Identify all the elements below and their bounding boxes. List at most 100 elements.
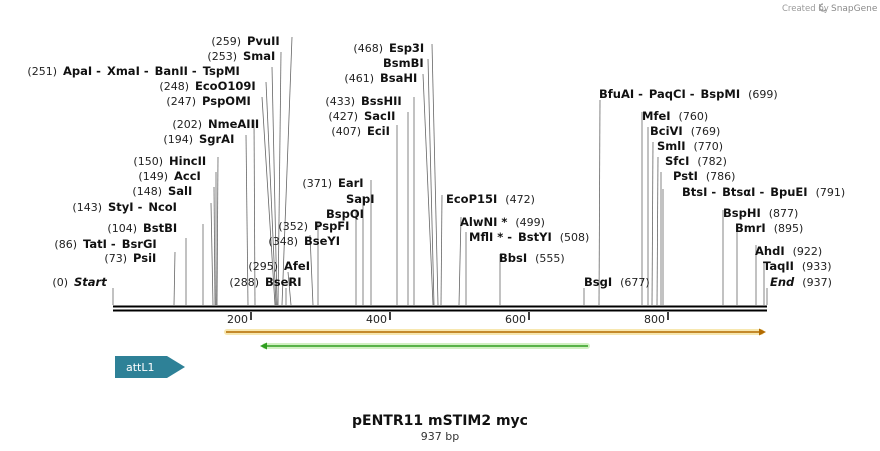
site-connector-line [253, 119, 256, 306]
site-position: (508) [560, 231, 590, 244]
site-label[interactable]: (253) SmaI [207, 49, 275, 63]
site-connector-lines [112, 36, 768, 306]
site-position: (877) [769, 207, 799, 220]
site-label[interactable]: (202) NmeAIII [172, 117, 259, 131]
site-label[interactable]: (433) BssHII [325, 94, 401, 108]
site-label[interactable]: (348) BseYI [268, 234, 340, 248]
site-position: (253) [207, 50, 237, 63]
site-label[interactable]: (295) AfeI [248, 259, 310, 273]
enzyme-name: End [770, 275, 795, 289]
site-position: (295) [248, 260, 278, 273]
site-position: (555) [535, 252, 565, 265]
site-label[interactable]: (371) EarI [302, 176, 363, 190]
credit-brand: SnapGene [831, 4, 878, 14]
enzyme-name: BsmBI [383, 56, 424, 70]
site-separator: - [690, 87, 695, 101]
enzyme-name: XmaI [107, 64, 140, 78]
site-separator: - [111, 237, 116, 251]
orf-arrow-orange[interactable] [224, 328, 766, 336]
site-connector-line [173, 251, 176, 306]
site-label[interactable]: (150) HincII [133, 154, 206, 168]
site-label[interactable]: BfuAI - PaqCI - BspMI (699) [599, 87, 778, 101]
site-connector-line [440, 194, 443, 306]
site-label[interactable]: (468) Esp3I [353, 41, 424, 55]
site-label[interactable]: BspHI (877) [723, 206, 798, 220]
site-connector-line [431, 43, 439, 306]
site-separator: - [711, 185, 716, 199]
enzyme-name: SmlI [657, 139, 686, 153]
enzyme-name: EarI [338, 176, 364, 190]
enzyme-name: MfeI [642, 109, 671, 123]
site-position: (472) [505, 193, 535, 206]
site-label[interactable]: SapI [346, 192, 375, 206]
site-separator: - [759, 185, 764, 199]
site-label[interactable]: MflI * - BstYI (508) [469, 230, 589, 244]
enzyme-name: PstI [673, 169, 698, 183]
site-label[interactable]: (104) BstBI [107, 221, 177, 235]
enzyme-name: BseRI [265, 275, 302, 289]
site-connector-line [261, 96, 276, 306]
site-label[interactable]: SmlI (770) [657, 139, 723, 153]
site-position: (251) [27, 65, 57, 78]
site-label[interactable]: BspQI [326, 207, 364, 221]
site-separator: - [144, 64, 149, 78]
enzyme-name: SfcI [665, 154, 689, 168]
site-position: (499) [515, 216, 545, 229]
plasmid-length: 937 bp [421, 430, 459, 443]
site-label[interactable]: (248) EcoO109I [159, 79, 255, 93]
site-position: (248) [159, 80, 189, 93]
site-label[interactable]: AlwNI * (499) [460, 215, 545, 229]
site-label[interactable]: BmrI (895) [735, 221, 803, 235]
site-label[interactable]: TaqII (933) [763, 259, 832, 273]
site-label[interactable]: BsgI (677) [584, 275, 650, 289]
site-position: (288) [229, 276, 259, 289]
site-label[interactable]: (247) PspOMI [166, 94, 250, 108]
site-label[interactable]: End (937) [770, 275, 832, 289]
site-label[interactable]: (73) PsiI [104, 251, 156, 265]
enzyme-name: AhdI [755, 244, 785, 258]
site-position: (148) [132, 185, 162, 198]
site-labels: (0) Start (73) PsiI(86) TatI - BsrGI (104) BstBI… [27, 34, 845, 289]
site-label[interactable]: (194) SgrAI [163, 132, 234, 146]
site-label[interactable]: BsmBI [383, 56, 424, 70]
site-label[interactable]: EcoP15I (472) [446, 192, 535, 206]
site-label[interactable]: (352) PspFI [278, 219, 349, 233]
site-connector-line [277, 51, 282, 306]
orf-arrow-green[interactable] [260, 342, 590, 350]
site-position: (149) [138, 170, 168, 183]
site-label[interactable]: BtsI - BtsαI - BpuEI (791) [682, 185, 845, 199]
enzyme-name: BtsI [682, 185, 707, 199]
enzyme-name: BstBI [143, 221, 177, 235]
site-label[interactable]: (86) TatI - BsrGI [54, 237, 156, 251]
site-label[interactable]: BbsI (555) [499, 251, 565, 265]
site-label[interactable]: BciVI (769) [650, 124, 720, 138]
site-label[interactable]: (148) SalI [132, 184, 192, 198]
site-label[interactable]: (143) StyI - NcoI [72, 200, 177, 214]
site-label[interactable]: SfcI (782) [665, 154, 727, 168]
site-label[interactable]: (259) PvuII [211, 34, 279, 48]
site-label[interactable]: (288) BseRI [229, 275, 301, 289]
site-label[interactable]: AhdI (922) [755, 244, 822, 258]
enzyme-name: PspOMI [202, 94, 251, 108]
site-label[interactable]: (0) Start [52, 275, 107, 289]
site-label[interactable]: (427) SacII [328, 109, 395, 123]
site-label[interactable]: PstI (786) [673, 169, 735, 183]
enzyme-name: EciI [367, 124, 390, 138]
site-position: (782) [697, 155, 727, 168]
site-label[interactable]: (251) ApaI - XmaI - BanII - TspMI [27, 64, 239, 78]
site-label[interactable]: MfeI (760) [642, 109, 708, 123]
credit-prefix: Created by [782, 4, 829, 14]
feature-attL1[interactable]: attL1 [115, 356, 185, 378]
site-position: (791) [816, 186, 846, 199]
site-position: (427) [328, 110, 358, 123]
site-position: (933) [802, 260, 832, 273]
site-position: (461) [344, 72, 374, 85]
enzyme-name: BseYI [304, 234, 340, 248]
site-connector-line [598, 99, 601, 306]
enzyme-name: Esp3I [389, 41, 424, 55]
site-label[interactable]: (407) EciI [331, 124, 390, 138]
enzyme-name: EcoP15I [446, 192, 497, 206]
site-label[interactable]: (149) AccI [138, 169, 200, 183]
site-label[interactable]: (461) BsaHI [344, 71, 417, 85]
